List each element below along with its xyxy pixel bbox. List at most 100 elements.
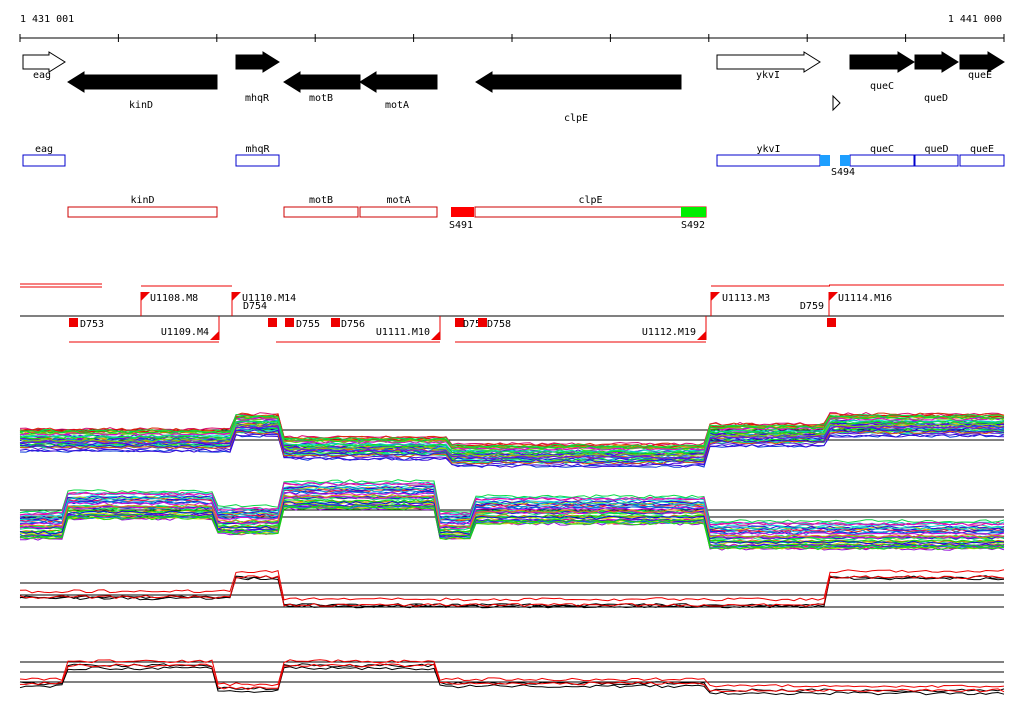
segment-label: U1113.M3 <box>722 293 770 304</box>
red-feature-label: motB <box>309 195 333 206</box>
gene-label: motB <box>309 93 333 104</box>
red-feature-label: kinD <box>130 195 154 206</box>
red-feature <box>67 206 218 218</box>
expression-line <box>19 659 1005 688</box>
gene-arrow <box>716 51 821 73</box>
red-feature-label: S491 <box>449 220 473 231</box>
segment-label: D758 <box>487 319 511 330</box>
blue-feature-label: queC <box>870 144 894 155</box>
expression-line <box>19 481 1005 526</box>
red-marker <box>451 207 474 217</box>
segment-flag <box>210 331 219 340</box>
gene-label: eag <box>33 70 51 81</box>
expression-line <box>19 431 1005 466</box>
segment-label: U1108.M8 <box>150 293 198 304</box>
segment-label: U1114.M16 <box>838 293 892 304</box>
segment-marker <box>827 318 836 327</box>
gene-arrow <box>67 71 218 93</box>
expression-line <box>19 569 1005 602</box>
expression-line <box>19 416 1005 451</box>
segment-label: U1109.M4 <box>161 327 209 338</box>
segment-marker <box>478 318 487 327</box>
expression-line <box>19 433 1005 468</box>
expression-line <box>19 494 1005 539</box>
expression-line <box>19 412 1005 447</box>
expression-line <box>19 490 1004 535</box>
expression-line <box>19 430 1005 465</box>
expression-line <box>19 495 1005 540</box>
blue-feature <box>235 154 280 167</box>
gene-label: ykvI <box>756 70 780 81</box>
expression-line <box>20 413 1005 448</box>
segment-label: D753 <box>80 319 104 330</box>
red-feature-label: S492 <box>681 220 705 231</box>
expression-line <box>19 429 1005 463</box>
gene-arrow <box>235 51 280 73</box>
segment-marker <box>268 318 277 327</box>
segment-label: U1112.M19 <box>642 327 696 338</box>
segment-marker <box>285 318 294 327</box>
gene-arrow <box>914 51 959 73</box>
segment-flag <box>431 331 440 340</box>
segment-label: D759 <box>800 301 824 312</box>
segment-flag <box>232 292 241 301</box>
segment-marker <box>331 318 340 327</box>
blue-marker <box>820 155 830 166</box>
blue-feature <box>914 154 959 167</box>
expression-line <box>19 575 1005 608</box>
gene-label: queC <box>870 81 894 92</box>
gene-arrow <box>359 71 438 93</box>
expression-line <box>19 481 1005 526</box>
expression-line <box>19 574 1005 608</box>
expression-line <box>20 663 1005 693</box>
segment-flag <box>141 292 150 301</box>
expression-line <box>19 500 1005 545</box>
expression-line <box>19 666 1005 696</box>
expression-line <box>19 427 1005 462</box>
segment-label: D755 <box>296 319 320 330</box>
gene-label: queD <box>924 93 948 104</box>
segment-label: U1111.M10 <box>376 327 430 338</box>
gene-arrow <box>849 51 915 73</box>
expression-line <box>19 423 1005 458</box>
blue-feature-label: S494 <box>831 167 855 178</box>
green-marker <box>681 207 706 217</box>
expression-line <box>19 506 1005 551</box>
segment-label: D756 <box>341 319 365 330</box>
red-feature-label: clpE <box>578 195 602 206</box>
expression-line <box>19 425 1005 460</box>
expression-line <box>19 486 1005 531</box>
blue-marker <box>840 155 850 166</box>
blue-feature <box>716 154 821 167</box>
blue-feature-label: eag <box>35 144 53 155</box>
blue-feature-label: queD <box>924 144 948 155</box>
blue-feature <box>849 154 915 167</box>
segment-flag <box>829 292 838 301</box>
small-arrow <box>832 94 841 112</box>
blue-feature <box>22 154 66 167</box>
gene-label: mhqR <box>245 93 270 104</box>
blue-feature-label: mhqR <box>245 144 270 155</box>
expression-line <box>19 503 1005 548</box>
expression-line <box>19 491 1005 536</box>
segment-flag <box>711 292 720 301</box>
segment-marker <box>455 318 464 327</box>
gene-label: motA <box>385 100 409 111</box>
red-feature-label: motA <box>386 195 410 206</box>
blue-feature-label: queE <box>970 144 994 155</box>
gene-label: clpE <box>564 113 588 124</box>
ruler-end: 1 441 000 <box>948 14 1002 25</box>
blue-feature <box>959 154 1005 167</box>
gene-label: queE <box>968 70 992 81</box>
gene-arrow <box>475 71 682 93</box>
gene-arrow <box>283 71 361 93</box>
segment-flag <box>697 331 706 340</box>
segment-label: U1110.M14 <box>242 293 296 304</box>
blue-feature-label: ykvI <box>756 144 780 155</box>
expression-line <box>19 503 1005 548</box>
expression-line <box>19 419 1005 454</box>
expression-line <box>19 576 1005 609</box>
ruler-start: 1 431 001 <box>20 14 74 25</box>
red-feature <box>474 206 707 218</box>
